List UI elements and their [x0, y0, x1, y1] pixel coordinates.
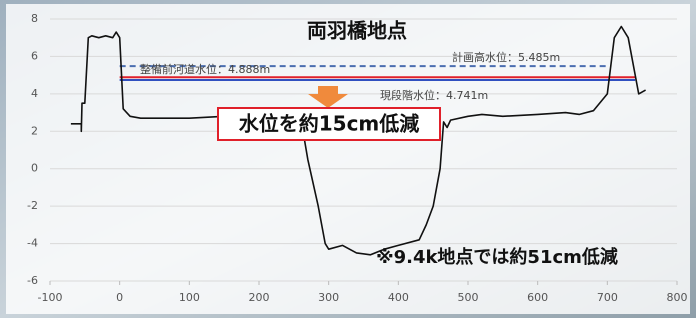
- y-tick-label: -4: [27, 237, 38, 250]
- reference-label: 計画高水位：5.485m: [452, 50, 560, 64]
- x-tick-label: 700: [597, 291, 618, 304]
- reference-label: 整備前河道水位：4.888m: [140, 62, 270, 76]
- x-tick-label: 800: [667, 291, 688, 304]
- annotation: ※9.4k地点では約51cm低減: [376, 246, 618, 268]
- x-tick-label: 300: [318, 291, 339, 304]
- y-tick-label: -6: [27, 274, 38, 287]
- chart: -6 -4 -2 0 2 4 6 8 -100 0 100 200 300 400 500 600 700 800…: [0, 0, 696, 318]
- y-tick-label: 6: [31, 49, 38, 62]
- x-tick-label: 600: [527, 291, 548, 304]
- y-tick-label: 0: [31, 162, 38, 175]
- x-tick-label: 200: [249, 291, 270, 304]
- x-tick-label: 400: [388, 291, 409, 304]
- x-tick-label: -100: [38, 291, 63, 304]
- chart-title: 両羽橋地点: [307, 19, 407, 43]
- x-tick-label: 500: [458, 291, 479, 304]
- y-tick-label: 4: [31, 87, 38, 100]
- y-tick-label: 2: [31, 124, 38, 137]
- reference-label: 現段階水位：4.741m: [380, 88, 488, 102]
- x-tick-label: 100: [179, 291, 200, 304]
- x-tick-label: 0: [116, 291, 123, 304]
- annotation: 水位を約15cm低減: [239, 112, 420, 136]
- y-tick-label: 8: [31, 12, 38, 25]
- y-tick-label: -2: [27, 199, 38, 212]
